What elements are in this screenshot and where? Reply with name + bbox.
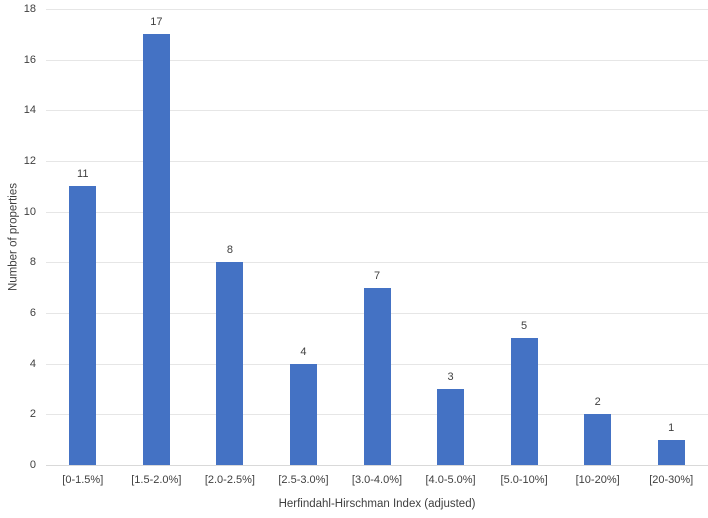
bar — [363, 287, 391, 465]
bar — [142, 34, 170, 465]
bar-value-label: 3 — [447, 371, 454, 383]
bar — [216, 262, 244, 465]
bar — [289, 363, 317, 465]
x-tick-label: [4.0-5.0%] — [425, 474, 476, 486]
x-tick-label: [5.0-10%] — [500, 474, 548, 486]
bar — [69, 186, 97, 465]
gridline — [46, 262, 708, 264]
x-tick-label: [20-30%] — [649, 474, 694, 486]
bar-value-label: 4 — [300, 345, 307, 358]
bar — [437, 389, 465, 465]
gridline — [46, 211, 708, 213]
gridline — [46, 161, 708, 162]
y-tick-label: 12 — [23, 155, 36, 167]
x-tick-label: [0-1.5%] — [62, 474, 104, 486]
y-tick-label: 0 — [29, 459, 36, 471]
gridline — [46, 110, 708, 112]
y-tick-label: 4 — [29, 357, 36, 370]
y-tick-label: 14 — [23, 104, 36, 117]
bar — [657, 439, 685, 465]
bar-value-label: 7 — [373, 269, 381, 282]
y-tick-label: 6 — [29, 307, 36, 319]
bar-value-label: 8 — [226, 244, 233, 257]
y-tick-label: 8 — [29, 256, 36, 269]
x-tick-label: [10-20%] — [575, 474, 620, 486]
x-tick-label: [1.5-2.0%] — [131, 474, 182, 486]
bar-value-label: 11 — [77, 168, 89, 181]
bar-value-label: 5 — [521, 320, 528, 333]
x-tick-label: [2.5-3.0%] — [278, 474, 329, 486]
gridline — [46, 9, 708, 10]
bar-value-label: 2 — [594, 396, 601, 409]
x-axis-title: Herfindahl-Hirschman Index (adjusted) — [278, 498, 476, 510]
bar — [584, 414, 612, 465]
y-tick-label: 10 — [23, 205, 36, 218]
bar-value-label: 1 — [668, 421, 675, 434]
bar — [510, 338, 538, 465]
plot-area: 11 17 8 4 7 3 5 2 1 — [46, 9, 708, 466]
x-tick-label: [2.0-2.5%] — [204, 474, 255, 486]
gridline — [46, 59, 708, 61]
bar-value-label: 17 — [150, 16, 163, 29]
y-tick-label: 18 — [23, 3, 36, 15]
y-tick-label: 16 — [23, 53, 36, 66]
x-tick-label: [3.0-4.0%] — [351, 474, 403, 486]
x-axis-line — [46, 465, 708, 466]
y-tick-label: 2 — [29, 408, 36, 421]
